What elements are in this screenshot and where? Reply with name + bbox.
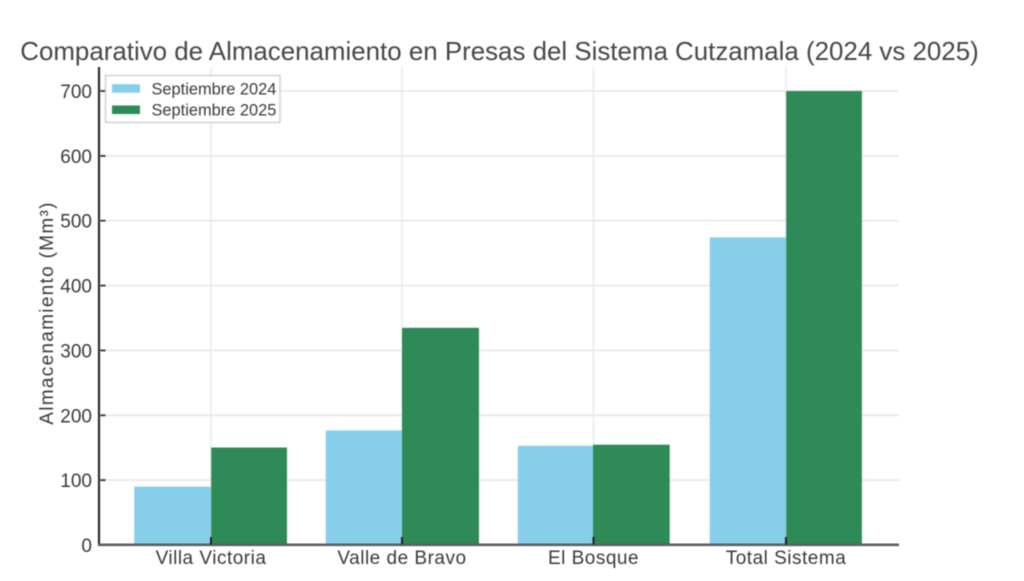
svg-text:200: 200 xyxy=(60,406,92,427)
svg-text:Valle de Bravo: Valle de Bravo xyxy=(337,548,466,569)
svg-text:100: 100 xyxy=(60,471,92,492)
svg-text:Total Sistema: Total Sistema xyxy=(726,548,847,569)
svg-text:Almacenamiento (Mm³): Almacenamiento (Mm³) xyxy=(37,201,58,424)
svg-text:300: 300 xyxy=(60,341,92,362)
svg-text:Comparativo de Almacenamiento: Comparativo de Almacenamiento en Presas … xyxy=(20,38,978,66)
svg-text:600: 600 xyxy=(60,147,92,168)
svg-text:Septiembre 2025: Septiembre 2025 xyxy=(152,102,277,120)
svg-text:Villa Victoria: Villa Victoria xyxy=(156,548,267,569)
svg-text:El Bosque: El Bosque xyxy=(548,548,639,569)
svg-text:500: 500 xyxy=(60,212,92,233)
svg-text:700: 700 xyxy=(60,82,92,103)
svg-text:Septiembre 2024: Septiembre 2024 xyxy=(152,80,277,98)
svg-text:0: 0 xyxy=(81,536,92,557)
svg-text:400: 400 xyxy=(60,277,92,298)
